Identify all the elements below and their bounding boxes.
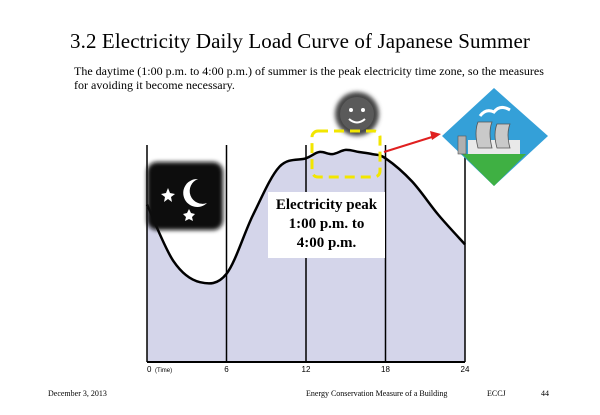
footer-date: December 3, 2013 — [48, 389, 107, 398]
peak-highlight-box — [310, 129, 382, 179]
peak-label-line3: 4:00 p.m. — [296, 235, 357, 251]
peak-arrow-icon — [383, 131, 441, 153]
footer-title: Energy Conservation Measure of a Buildin… — [306, 389, 448, 398]
footer-org: ECCJ — [487, 389, 506, 398]
sun-icon — [335, 92, 379, 136]
peak-label-line2: 1:00 p.m. to — [288, 216, 365, 232]
peak-label-line1: Electricity peak — [275, 197, 378, 213]
load-curve-line — [145, 148, 466, 285]
slide-subtitle: The daytime (1:00 p.m. to 4:00 p.m.) of … — [74, 64, 544, 92]
electricity-peak-label: Electricity peak 1:00 p.m. to 4:00 p.m. — [268, 192, 385, 258]
x-tick-label-0: 0 — [147, 365, 152, 374]
x-tick-label-6: 6 — [224, 365, 229, 374]
moon-stars-icon — [147, 162, 223, 230]
footer-page-number: 44 — [541, 389, 549, 398]
x-tick-label-18: 18 — [381, 365, 390, 374]
x-unit-label: (Time) — [155, 368, 172, 374]
x-tick-label-12: 12 — [302, 365, 311, 374]
x-tick-label-24: 24 — [461, 365, 470, 374]
power-plant-icon — [442, 88, 548, 186]
slide-title: 3.2 Electricity Daily Load Curve of Japa… — [70, 29, 530, 53]
